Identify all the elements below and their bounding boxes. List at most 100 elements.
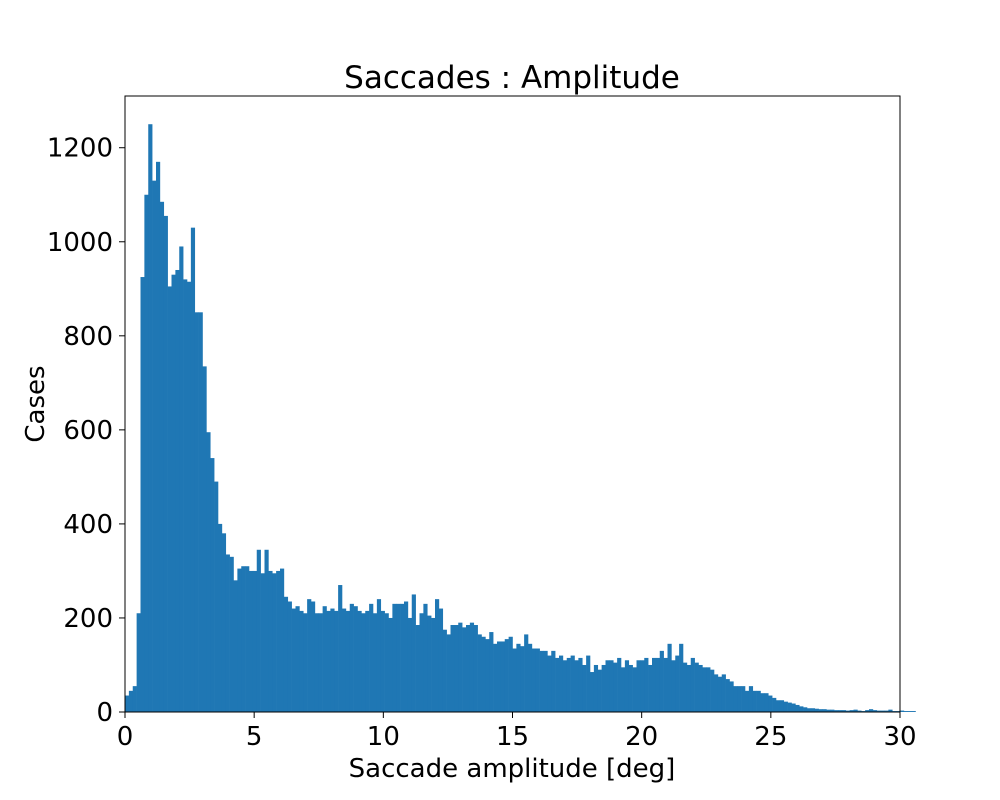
y-tick-label: 0 (96, 698, 113, 728)
histogram-bar (497, 641, 502, 712)
histogram-bar (702, 667, 707, 712)
histogram-bar (570, 655, 575, 712)
histogram-bar (249, 570, 254, 712)
histogram-bar (159, 201, 165, 713)
histogram-bar (128, 690, 134, 712)
histogram-bar (396, 603, 401, 712)
y-tick-label: 1000 (47, 228, 113, 258)
y-axis-ticks: 0 200 400 600 800 1000 1200 (47, 134, 125, 728)
histogram-bar (299, 610, 304, 712)
histogram-bar (446, 634, 451, 712)
histogram-bar (582, 664, 587, 712)
histogram-bar (562, 660, 568, 712)
x-tick-label: 15 (496, 722, 529, 752)
histogram-bar (551, 650, 556, 712)
histogram-bar (593, 664, 599, 712)
histogram-bar (531, 648, 537, 712)
histogram-bar (245, 566, 250, 712)
histogram-bar (307, 599, 312, 712)
histogram-bar (342, 608, 347, 712)
histogram-bar (481, 636, 486, 712)
histogram-bar (357, 610, 362, 712)
histogram-bar (225, 554, 230, 712)
y-axis-label: Cases (21, 365, 51, 442)
histogram-bar (609, 660, 614, 712)
histogram-bar (345, 610, 351, 712)
x-axis-label: Saccade amplitude [deg] (349, 754, 676, 784)
histogram-bar (326, 610, 331, 712)
histogram-bar (733, 686, 738, 712)
histogram-bar (276, 570, 281, 712)
histogram-bar (644, 657, 649, 712)
histogram-bar (845, 710, 850, 712)
histogram-bar (745, 690, 750, 712)
histogram-bar (423, 603, 428, 712)
histogram-bar (578, 657, 583, 712)
histogram-bar (167, 286, 172, 712)
histogram-bar (748, 686, 754, 712)
histogram-bar (760, 693, 765, 712)
histogram-bar (814, 708, 819, 712)
histogram-bar (376, 599, 382, 712)
histogram-bar (679, 643, 684, 712)
histogram-bar (214, 481, 219, 712)
histogram-bar (500, 641, 506, 712)
histogram-bar (489, 632, 494, 712)
histogram-bar (772, 697, 777, 712)
x-tick-label: 0 (117, 722, 134, 752)
histogram-bar (132, 686, 137, 712)
histogram-bar (613, 662, 618, 712)
histogram-bar (462, 627, 467, 712)
histogram-bar (268, 570, 273, 712)
x-tick-label: 10 (367, 722, 400, 752)
histogram-bar (190, 227, 196, 712)
histogram-bar (636, 660, 641, 712)
chart-title: Saccades : Amplitude (344, 60, 680, 96)
histogram-bar (876, 710, 881, 712)
histogram-bar (392, 603, 397, 712)
histogram-bar (179, 246, 184, 713)
histogram-bar (493, 643, 498, 712)
histogram-bar (911, 711, 916, 712)
histogram-bar (187, 281, 192, 712)
histogram-bar (148, 124, 153, 712)
histogram-bar (202, 366, 207, 712)
histogram-bar (652, 657, 657, 712)
histogram-bar (872, 710, 878, 712)
histogram-bar (791, 703, 796, 712)
histogram-bar (671, 660, 676, 712)
histogram-bar (194, 312, 199, 712)
histogram-bar (373, 613, 378, 712)
histogram-bar (508, 636, 513, 712)
histogram-bar (152, 180, 157, 712)
histogram-bar (655, 657, 661, 712)
histogram-bar (865, 710, 870, 712)
histogram-bar (706, 667, 711, 712)
histogram-bar (206, 432, 211, 712)
histogram-bar (256, 549, 261, 712)
histogram-bar (621, 667, 626, 712)
histogram-bar (241, 566, 246, 712)
histogram-bar (888, 709, 893, 712)
histogram-bar (822, 709, 827, 712)
histogram-bar (140, 277, 145, 712)
histogram-bar (272, 573, 277, 712)
histogram-bar (361, 613, 366, 712)
histogram-bar (454, 625, 459, 712)
histogram-bar (830, 709, 835, 712)
histogram-bar (648, 664, 653, 712)
histogram-bar (427, 615, 432, 712)
histogram-bar (659, 650, 664, 712)
histogram-bar (857, 710, 862, 712)
histogram-bar (229, 556, 234, 712)
histogram-bar (764, 693, 769, 712)
x-tick-label: 20 (625, 722, 658, 752)
histogram-bar (717, 676, 723, 712)
histogram-bar (388, 617, 393, 712)
histogram-bar (322, 606, 327, 712)
histogram-bar (838, 710, 843, 712)
histogram-bar (125, 695, 130, 712)
histogram-bar (528, 643, 533, 712)
histogram-bar (280, 568, 285, 712)
histogram-bar (400, 603, 405, 712)
